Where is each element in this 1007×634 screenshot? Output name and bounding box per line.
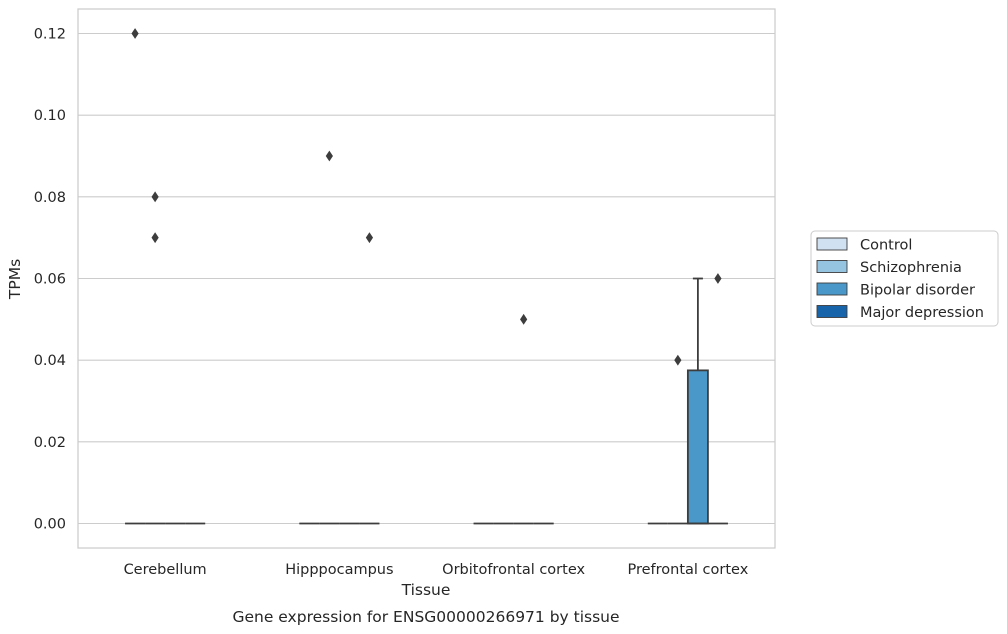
y-tick-label: 0.12 [34, 27, 66, 43]
y-tick-labels: 0.00 0.02 0.04 0.06 0.08 0.10 0.12 [34, 27, 66, 533]
outlier-point [325, 150, 333, 162]
box-bipolar-disorder [513, 313, 534, 525]
x-tick-label: Orbitofrontal cortex [442, 562, 585, 578]
box-major-depression [359, 232, 380, 525]
box-schizophrenia [667, 354, 688, 525]
x-tick-label: Hipppocampus [285, 562, 393, 578]
y-tick-label: 0.06 [34, 272, 66, 288]
box-schizophrenia [145, 191, 166, 525]
legend-swatch [816, 260, 848, 273]
outlier-point [365, 232, 374, 244]
legend-swatch [816, 282, 848, 296]
outlier-point [674, 354, 682, 366]
gridlines [78, 32, 775, 525]
x-axis-label: Tissue [401, 581, 451, 599]
box-body [686, 369, 709, 525]
legend-swatch [816, 305, 848, 318]
legend-label: Schizophrenia [860, 260, 962, 276]
legend-frame [810, 230, 999, 327]
y-tick-label: 0.04 [34, 353, 66, 369]
box-plot-marks [125, 28, 728, 525]
x-tick-label: Cerebellum [124, 562, 207, 578]
x-tick-labels: Cerebellum Hipppocampus Orbitofrontal cort… [124, 562, 749, 578]
figure-caption: Gene expression for ENSG00000266971 by t… [232, 608, 619, 626]
box-bipolar-disorder [686, 277, 709, 525]
y-tick-label: 0.00 [34, 517, 66, 533]
legend-label: Bipolar disorder [860, 283, 975, 299]
y-tick-label: 0.10 [34, 108, 66, 124]
y-tick-label: 0.08 [34, 190, 66, 206]
plot-frame [77, 8, 776, 549]
outlier-point [131, 28, 139, 39]
outlier-point [151, 232, 159, 244]
outlier-point [151, 191, 159, 203]
legend-label: Control [860, 238, 912, 254]
box-major-depression [707, 273, 728, 525]
y-axis-label: TPMs [6, 259, 24, 300]
y-tick-label: 0.02 [34, 435, 66, 451]
legend-swatch [816, 237, 848, 251]
legend: Control Schizophrenia Bipolar disorder Majo… [810, 230, 999, 327]
box-control [125, 28, 146, 525]
x-tick-label: Prefrontal cortex [627, 562, 748, 578]
box-schizophrenia [319, 150, 340, 525]
outlier-point [714, 273, 722, 284]
outlier-point [520, 313, 528, 325]
legend-label: Major depression [860, 305, 984, 321]
